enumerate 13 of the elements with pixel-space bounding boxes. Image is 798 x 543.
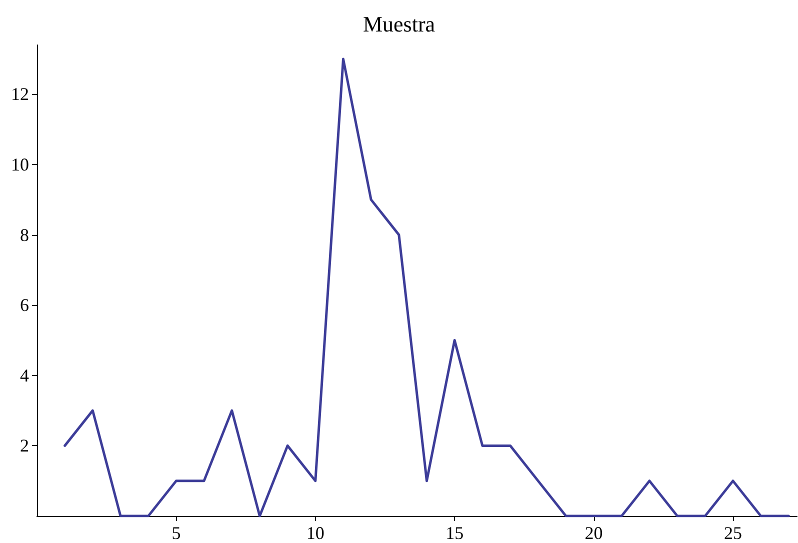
line-series bbox=[64, 58, 790, 518]
y-tick-label: 2 bbox=[20, 436, 29, 456]
y-tick-label: 8 bbox=[20, 224, 29, 245]
x-tick-label: 25 bbox=[724, 523, 742, 543]
y-tick-label: 10 bbox=[11, 154, 29, 175]
x-tick-label: 5 bbox=[172, 523, 181, 543]
chart-title: Muestra bbox=[362, 12, 436, 36]
x-tick-label: 10 bbox=[306, 523, 324, 543]
y-tick-label: 4 bbox=[20, 365, 29, 386]
y-tick-label: 6 bbox=[20, 295, 29, 316]
x-tick-label: 15 bbox=[446, 523, 464, 543]
y-tick-label: 12 bbox=[11, 84, 29, 104]
x-tick-label: 20 bbox=[584, 523, 603, 543]
